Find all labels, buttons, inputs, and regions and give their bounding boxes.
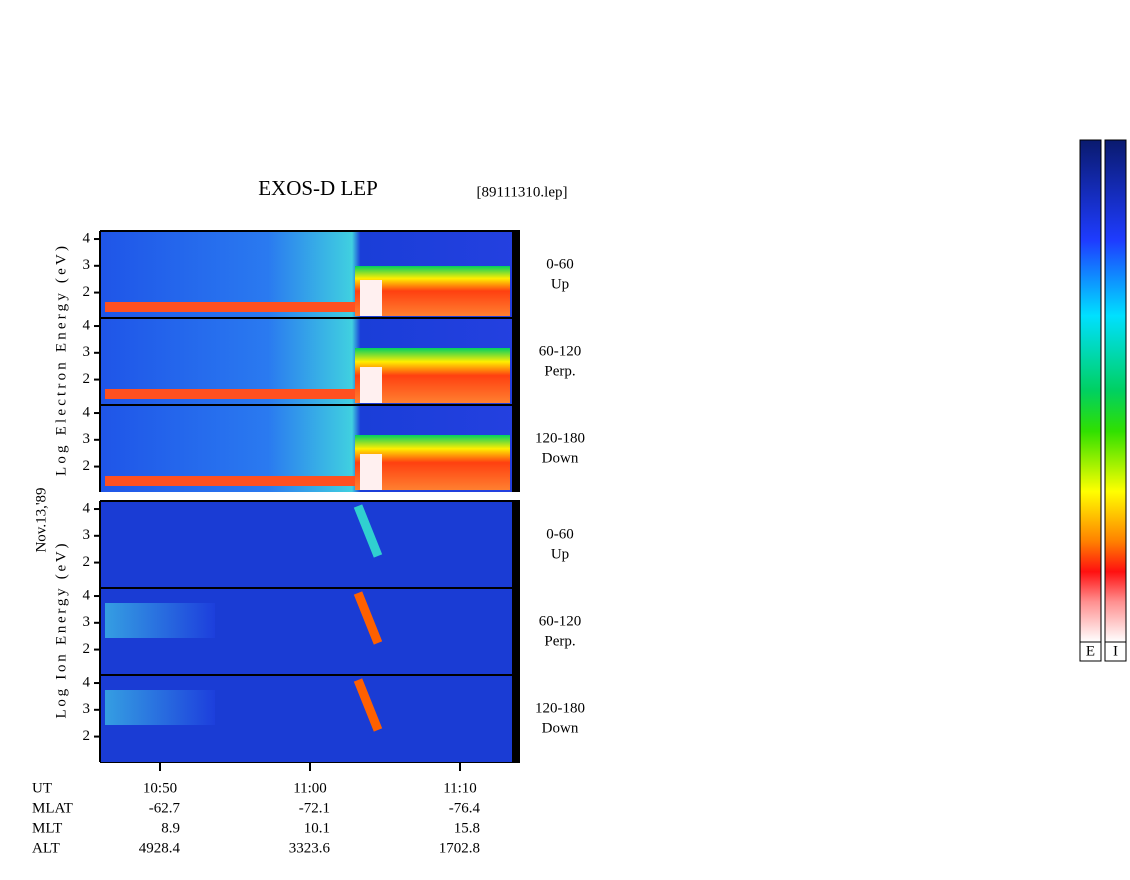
y-tick-label: 2 (83, 641, 91, 657)
ephemeris-label: ALT (32, 840, 60, 856)
ephemeris-value: -76.4 (449, 800, 481, 816)
ephemeris-label: MLT (32, 820, 62, 836)
y-tick-label: 4 (83, 587, 91, 603)
direction: Perp. (544, 363, 575, 379)
spectrogram (512, 318, 520, 405)
angle-range: 60-120 (539, 343, 582, 359)
spectrogram (105, 690, 215, 725)
x-tick-label: 11:00 (293, 780, 327, 796)
y-tick-label: 3 (83, 431, 91, 447)
angle-range: 0-60 (546, 256, 574, 272)
ephemeris-value: 4928.4 (139, 840, 181, 856)
ephemeris-value: 8.9 (161, 820, 180, 836)
y-tick-label: 3 (83, 257, 91, 273)
direction: Perp. (544, 633, 575, 649)
ephemeris-value: 15.8 (454, 820, 480, 836)
ephemeris-value: 1702.8 (439, 840, 480, 856)
colorbar (1079, 139, 1102, 643)
spectrogram (512, 588, 520, 675)
ephemeris-value: -72.1 (299, 800, 330, 816)
angle-range: 60-120 (539, 613, 582, 629)
spectrogram (512, 231, 520, 318)
electron-axis-label: Log Electron Energy (eV) (53, 246, 69, 476)
angle-range: 120-180 (535, 700, 585, 716)
colorbar-label: I (1113, 643, 1118, 659)
spectrogram (360, 280, 382, 316)
ephemeris-value: -62.7 (149, 800, 181, 816)
ut-label: UT (32, 780, 52, 796)
direction: Down (542, 720, 579, 736)
direction: Up (551, 546, 569, 562)
direction: Up (551, 276, 569, 292)
spectrogram (512, 501, 520, 588)
colorbar (1104, 139, 1127, 643)
spectrogram (360, 454, 382, 490)
colorbar-label: E (1086, 643, 1095, 659)
file-name: [89111310.lep] (477, 184, 568, 200)
colorbar-label-box (1079, 641, 1102, 662)
ion-axis-label: Log Ion Energy (eV) (53, 544, 69, 719)
y-tick-label: 3 (83, 344, 91, 360)
y-tick-label: 4 (83, 674, 91, 690)
y-tick-label: 2 (83, 458, 91, 474)
y-tick-label: 4 (83, 500, 91, 516)
y-tick-label: 4 (83, 317, 91, 333)
ephemeris-label: MLAT (32, 800, 73, 816)
spectrogram (105, 302, 355, 312)
spectrogram (353, 504, 383, 558)
spectrogram (353, 591, 383, 645)
ephemeris-value: 10.1 (304, 820, 330, 836)
angle-range: 120-180 (535, 430, 585, 446)
x-tick-label: 10:50 (143, 780, 177, 796)
y-tick-label: 2 (83, 728, 91, 744)
date: Nov.13,'89 (33, 487, 49, 552)
y-tick-label: 3 (83, 701, 91, 717)
y-tick-label: 3 (83, 527, 91, 543)
y-tick-label: 3 (83, 614, 91, 630)
colorbar-label-box (1104, 641, 1127, 662)
ephemeris-value: 3323.6 (289, 840, 331, 856)
spectrogram (105, 389, 355, 399)
title: EXOS-D LEP (258, 176, 378, 200)
spectrogram (105, 603, 215, 638)
y-tick-label: 4 (83, 230, 91, 246)
angle-range: 0-60 (546, 526, 574, 542)
spectrogram (512, 405, 520, 492)
y-tick-label: 4 (83, 404, 91, 420)
y-tick-label: 2 (83, 284, 91, 300)
spectrogram (353, 678, 383, 732)
x-tick-label: 11:10 (443, 780, 477, 796)
direction: Down (542, 450, 579, 466)
y-tick-label: 2 (83, 371, 91, 387)
spectrogram (105, 476, 355, 486)
spectrogram (512, 675, 520, 762)
spectrogram (360, 367, 382, 403)
y-tick-label: 2 (83, 554, 91, 570)
spectrogram (100, 501, 520, 588)
